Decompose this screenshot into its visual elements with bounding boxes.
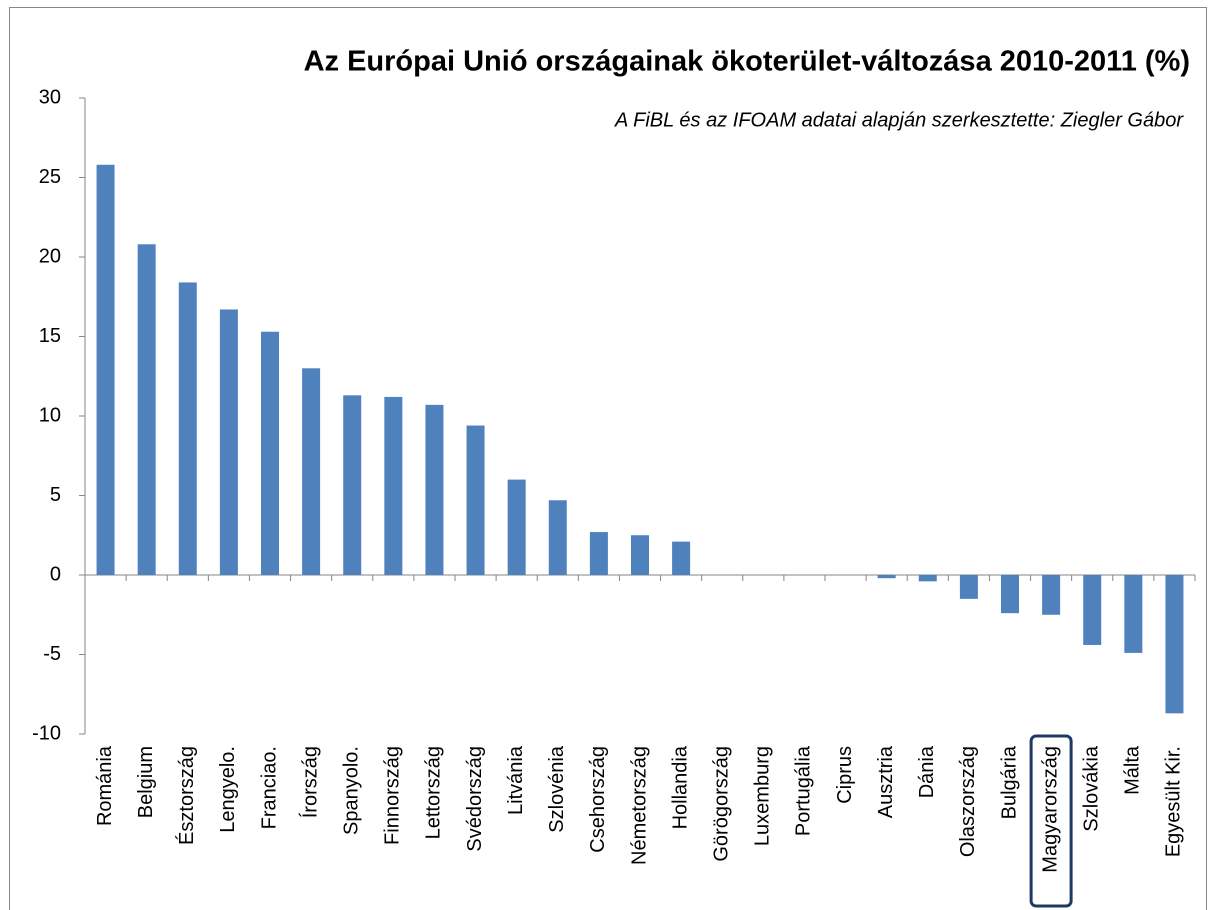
bar	[261, 331, 279, 575]
highlight-box	[1029, 734, 1073, 908]
bar	[178, 282, 197, 575]
bar	[96, 164, 115, 575]
bar	[589, 532, 608, 575]
y-tick-label: -5	[43, 643, 61, 665]
y-tick-label: 20	[39, 245, 61, 267]
x-tick-label: Spanyolo.	[341, 746, 363, 835]
x-tick-label: Luxemburg	[752, 746, 774, 846]
bar	[1042, 575, 1061, 615]
y-tick-label: 30	[39, 86, 61, 108]
y-tick-label: 25	[39, 166, 61, 188]
chart-title: Az Európai Unió országainak ökoterület-v…	[304, 46, 1190, 78]
x-tick-label: Bulgária	[998, 745, 1020, 819]
x-tick-label: Málta	[1122, 745, 1144, 795]
bar	[959, 575, 978, 599]
bar	[302, 368, 321, 575]
x-tick-label: Hollandia	[669, 745, 691, 829]
x-tick-label: Olaszország	[957, 746, 979, 857]
chart-border	[9, 7, 1207, 910]
x-tick-label: Szlovákia	[1081, 745, 1103, 831]
bar	[384, 396, 403, 575]
x-tick-label: Franciao.	[258, 746, 280, 829]
y-tick-label: 0	[50, 563, 61, 585]
x-tick-label: Írország	[298, 746, 321, 818]
x-tick-label: Románia	[94, 745, 116, 826]
bar	[631, 535, 649, 575]
bar	[219, 309, 238, 575]
bar	[672, 541, 691, 575]
bar	[918, 575, 937, 582]
x-tick-label: Lengyelo.	[217, 746, 239, 833]
bar	[425, 404, 444, 575]
x-tick-label: Csehország	[587, 746, 609, 853]
y-tick-label: -10	[32, 722, 61, 744]
bar	[877, 575, 896, 579]
bar	[466, 425, 485, 575]
x-tick-label: Svédország	[464, 746, 486, 852]
x-tick-label: Lettország	[423, 746, 445, 839]
bar	[548, 500, 567, 575]
bar	[343, 395, 362, 575]
x-tick-label: Észtország	[175, 746, 198, 845]
x-tick-label: Magyarország	[1039, 746, 1061, 873]
x-tick-label: Ausztria	[875, 745, 897, 818]
x-tick-label: Finnország	[382, 746, 404, 845]
x-tick-label: Görögország	[711, 746, 733, 862]
x-tick-label: Litvánia	[505, 745, 527, 815]
bar	[1083, 575, 1102, 645]
x-tick-label: Portugália	[793, 745, 815, 836]
bar	[1165, 575, 1184, 714]
x-tick-label: Szlovénia	[546, 745, 568, 833]
y-tick-label: 5	[50, 484, 61, 506]
bar	[137, 244, 156, 575]
x-tick-label: Ciprus	[834, 746, 856, 804]
x-tick-label: Egyesült Kir.	[1163, 746, 1185, 857]
chart-subtitle: A FiBL és az IFOAM adatai alapján szerke…	[614, 109, 1184, 131]
y-tick-label: 10	[39, 404, 61, 426]
x-tick-label: Németország	[628, 746, 650, 865]
bar	[507, 479, 526, 575]
bar	[1001, 575, 1019, 614]
x-tick-label: Belgium	[135, 746, 157, 818]
bar	[1124, 575, 1143, 653]
y-tick-label: 15	[39, 325, 61, 347]
x-tick-label: Dánia	[916, 745, 938, 798]
